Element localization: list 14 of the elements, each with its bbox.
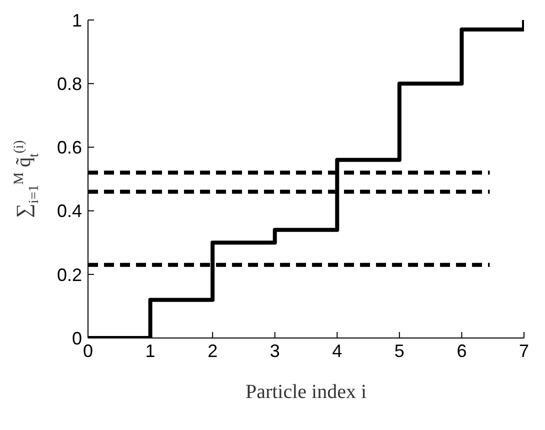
x-tick-label: 2 xyxy=(208,340,218,361)
y-tick-label: 1 xyxy=(72,10,82,30)
y-tick-label: 0.6 xyxy=(56,138,82,158)
x-tick-label: 7 xyxy=(518,340,530,361)
y-tick-label: 0.2 xyxy=(56,264,82,285)
y-tick-label: 0.4 xyxy=(56,201,82,222)
x-axis-title: Particle index i xyxy=(245,381,367,403)
x-tick-label: 4 xyxy=(332,340,342,361)
y-tick-label: 0 xyxy=(72,328,82,348)
x-tick-label: 6 xyxy=(456,340,467,361)
x-tick-label: 5 xyxy=(394,340,404,361)
y-tick-label: 0.8 xyxy=(56,74,82,94)
x-tick-label: 3 xyxy=(270,340,280,361)
x-tick-label: 1 xyxy=(145,340,156,361)
